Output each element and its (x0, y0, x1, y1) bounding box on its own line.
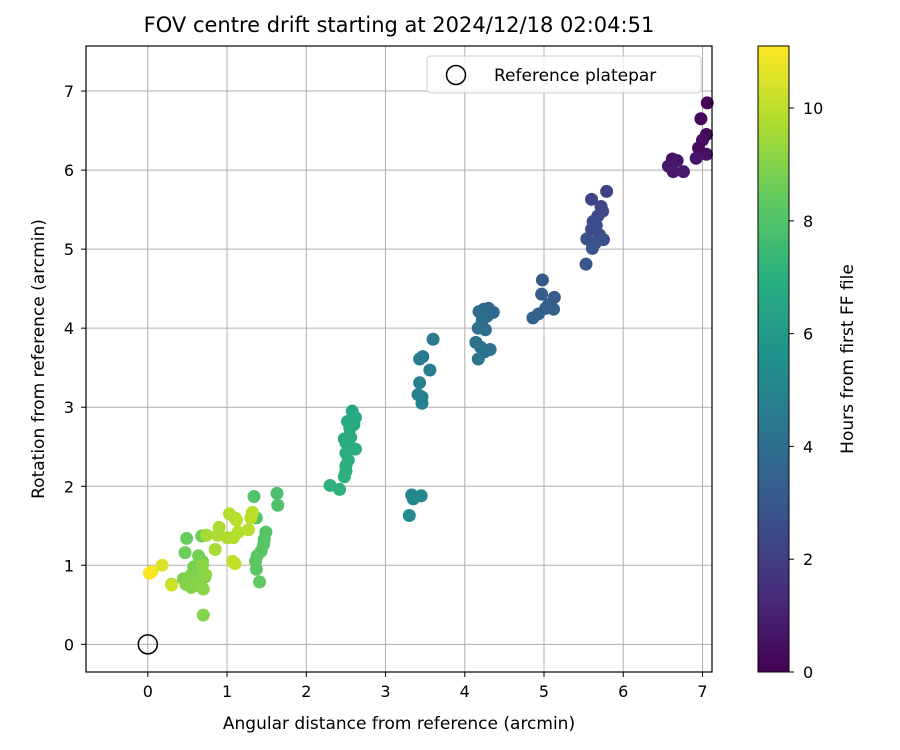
y-tick-label: 4 (64, 319, 74, 338)
data-point (526, 311, 540, 325)
x-tick-label: 4 (460, 682, 470, 701)
plot-frame (85, 45, 713, 673)
data-point (247, 490, 261, 504)
data-point (270, 486, 284, 500)
x-tick-label: 0 (143, 682, 153, 701)
colorbar (757, 45, 790, 673)
data-point (196, 582, 210, 596)
x-tick-label: 1 (222, 682, 232, 701)
data-point (402, 509, 416, 522)
x-tick-label: 2 (301, 682, 311, 701)
data-point (689, 151, 703, 165)
data-point (199, 528, 213, 542)
data-point (471, 352, 485, 366)
data-point (676, 165, 690, 179)
data-point (406, 492, 420, 506)
data-point (337, 470, 351, 484)
data-point (699, 147, 713, 161)
data-point (241, 523, 255, 537)
reference-marker (137, 634, 159, 655)
reference-marker-group (137, 634, 159, 655)
data-point (195, 558, 209, 572)
x-tick-label: 6 (618, 682, 628, 701)
y-axis-label: Rotation from reference (arcmin) (29, 219, 49, 499)
chart-title: FOV centre drift starting at 2024/12/18 … (144, 13, 655, 37)
data-point (253, 575, 267, 589)
data-point (535, 273, 549, 287)
data-point (249, 562, 263, 576)
data-points (142, 96, 714, 622)
x-axis-ticks: 0 1 2 3 4 5 6 7 (143, 672, 708, 701)
data-point (666, 165, 680, 179)
y-tick-label: 5 (64, 240, 74, 259)
colorbar-label: Hours from first FF file (838, 264, 858, 454)
y-tick-label: 3 (64, 398, 74, 417)
data-point (271, 498, 285, 512)
x-axis-label: Angular distance from reference (arcmin) (223, 714, 575, 734)
data-point (535, 287, 549, 301)
data-point (585, 241, 599, 255)
data-point (231, 525, 245, 539)
colorbar-tick-label: 2 (803, 550, 813, 569)
data-point (415, 396, 429, 410)
data-point (142, 566, 156, 580)
x-tick-label: 7 (697, 682, 707, 701)
data-point (413, 352, 427, 366)
data-point (196, 608, 210, 622)
data-point (178, 546, 192, 560)
data-point (547, 302, 561, 316)
data-point (478, 323, 492, 337)
data-point (228, 557, 242, 571)
data-point (184, 580, 198, 594)
data-point (579, 257, 593, 271)
y-tick-label: 2 (64, 477, 74, 496)
data-point (585, 192, 599, 206)
data-point (426, 332, 440, 346)
data-point (155, 558, 169, 572)
legend: Reference platepar (426, 55, 702, 94)
colorbar-tick-label: 6 (803, 325, 813, 344)
y-axis-ticks: 0 1 2 3 4 5 6 7 (64, 82, 86, 654)
y-tick-label: 6 (64, 161, 74, 180)
colorbar-tick-label: 4 (803, 437, 813, 456)
data-point (700, 96, 714, 110)
data-point (333, 482, 347, 496)
data-point (180, 531, 194, 545)
colorbar-tick-label: 10 (803, 99, 823, 118)
x-tick-label: 3 (380, 682, 390, 701)
legend-marker (445, 64, 467, 86)
colorbar-ticks: 0 2 4 6 8 10 (789, 99, 823, 682)
data-point (413, 376, 427, 390)
x-tick-label: 5 (539, 682, 549, 701)
colorbar-tick-label: 8 (803, 212, 813, 231)
data-point (694, 112, 708, 126)
data-point (245, 505, 259, 519)
y-tick-label: 0 (64, 635, 74, 654)
colorbar-tick-label: 0 (803, 663, 813, 682)
data-point (165, 578, 179, 592)
legend-box (426, 55, 702, 94)
data-point (600, 184, 614, 198)
data-point (423, 363, 437, 377)
legend-label: Reference platepar (494, 66, 656, 86)
y-tick-label: 7 (64, 82, 74, 101)
data-point (230, 513, 244, 527)
y-tick-label: 1 (64, 556, 74, 575)
data-point (208, 542, 222, 556)
